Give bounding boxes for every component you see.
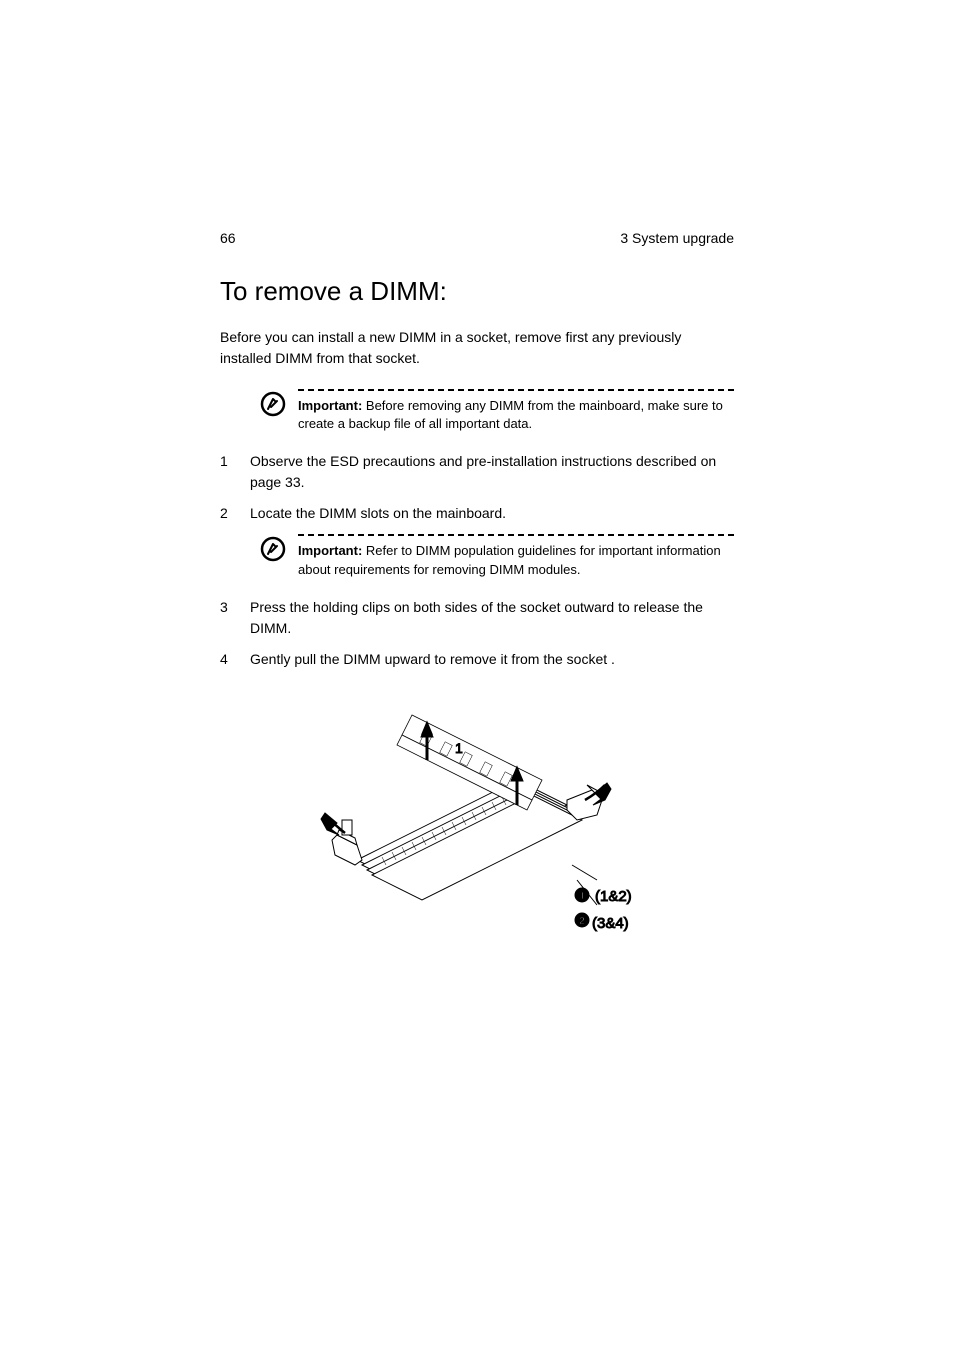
note-text: Important: Refer to DIMM population guid…	[298, 542, 734, 578]
step-list-continued: 3 Press the holding clips on both sides …	[220, 597, 734, 670]
callout-label-1: (1&2)	[595, 888, 632, 905]
note-label: Important:	[298, 398, 362, 413]
note-icon	[260, 391, 286, 422]
step-text: Press the holding clips on both sides of…	[250, 597, 734, 639]
callout-label-2: (3&4)	[592, 915, 629, 932]
step-number: 4	[220, 649, 250, 670]
step-2: 2 Locate the DIMM slots on the mainboard…	[220, 503, 734, 524]
step-number: 1	[220, 451, 250, 493]
dashed-divider	[298, 534, 734, 536]
note-text: Important: Before removing any DIMM from…	[298, 397, 734, 433]
step-text: Gently pull the DIMM upward to remove it…	[250, 649, 734, 670]
page-header: 66 3 System upgrade	[220, 230, 734, 246]
important-note-1: Important: Before removing any DIMM from…	[260, 389, 734, 433]
page-body: 66 3 System upgrade To remove a DIMM: Be…	[0, 0, 954, 955]
chapter-label: 3 System upgrade	[620, 230, 734, 246]
dimm-removal-illustration: 1 1 (1&2) 2 (3&4)	[307, 685, 647, 955]
note-body: Before removing any DIMM from the mainbo…	[298, 398, 723, 431]
step-number: 2	[220, 503, 250, 524]
dashed-divider	[298, 389, 734, 391]
note-icon	[260, 536, 286, 567]
page-number: 66	[220, 230, 236, 246]
note-body: Refer to DIMM population guidelines for …	[298, 543, 721, 576]
step-1: 1 Observe the ESD precautions and pre-in…	[220, 451, 734, 493]
callout-number-2: 2	[579, 916, 585, 927]
step-text: Locate the DIMM slots on the mainboard.	[250, 503, 734, 524]
step-3: 3 Press the holding clips on both sides …	[220, 597, 734, 639]
section-heading: To remove a DIMM:	[220, 276, 734, 307]
note-content: Important: Refer to DIMM population guid…	[298, 534, 734, 578]
diagram-label-1: 1	[455, 740, 463, 756]
note-label: Important:	[298, 543, 362, 558]
step-text: Observe the ESD precautions and pre-inst…	[250, 451, 734, 493]
dimm-diagram: 1 1 (1&2) 2 (3&4)	[220, 685, 734, 955]
step-number: 3	[220, 597, 250, 639]
important-note-2: Important: Refer to DIMM population guid…	[260, 534, 734, 578]
step-4: 4 Gently pull the DIMM upward to remove …	[220, 649, 734, 670]
note-content: Important: Before removing any DIMM from…	[298, 389, 734, 433]
step-list: 1 Observe the ESD precautions and pre-in…	[220, 451, 734, 524]
intro-paragraph: Before you can install a new DIMM in a s…	[220, 327, 734, 369]
callout-number-1: 1	[579, 891, 585, 902]
